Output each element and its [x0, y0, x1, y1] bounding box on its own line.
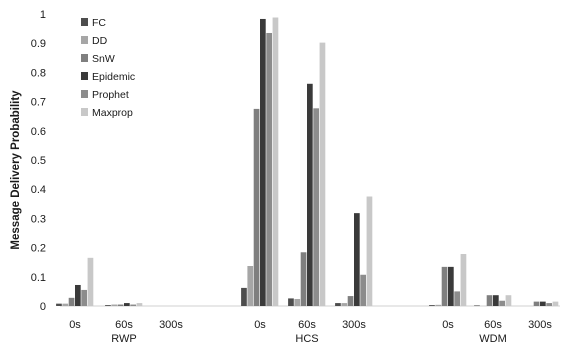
- bar-fc: [105, 305, 111, 306]
- bar-snw: [533, 301, 540, 306]
- legend-swatch: [81, 54, 88, 62]
- legend-swatch: [81, 108, 88, 116]
- bar-epidemic: [354, 213, 360, 306]
- bar-epidemic: [307, 83, 313, 306]
- y-tick-label: 0.3: [31, 213, 46, 225]
- bar-dd: [247, 266, 254, 306]
- y-tick-label: 0.6: [31, 126, 46, 138]
- legend-label: FC: [92, 17, 106, 29]
- bar-maxprop: [136, 303, 143, 306]
- legend-label: SnW: [92, 53, 115, 65]
- legend-label: Prophet: [92, 89, 129, 101]
- bar-dd: [111, 304, 118, 306]
- bar-prophet: [546, 303, 552, 306]
- y-tick-label: 0.5: [31, 155, 46, 167]
- group-label: HCS: [295, 333, 318, 345]
- group-label: RWP: [111, 333, 136, 345]
- legend: FC DD SnW Epidemic Prophet Maxprop: [81, 17, 135, 119]
- legend-swatch: [81, 72, 88, 80]
- x-tick-label: 60s: [298, 319, 316, 331]
- bar-prophet: [454, 291, 460, 306]
- x-tick-label: 0s: [254, 319, 266, 331]
- bar-snw: [253, 108, 260, 307]
- y-axis-label: Message Delivery Probability: [10, 90, 22, 250]
- y-tick-label: 0.4: [31, 184, 46, 196]
- bar-snw: [441, 266, 448, 306]
- legend-label: DD: [92, 35, 108, 47]
- bar-maxprop: [319, 42, 326, 307]
- y-tick-label: 1: [40, 9, 46, 21]
- bar-epidemic: [540, 301, 546, 306]
- legend-label: Maxprop: [92, 107, 133, 119]
- bar-fc: [429, 305, 435, 306]
- bar-snw: [347, 296, 354, 306]
- bar-epidemic: [124, 303, 130, 306]
- bar-dd: [62, 303, 69, 306]
- x-tick-label: 300s: [159, 319, 183, 331]
- bar-maxprop: [87, 257, 94, 306]
- x-tick-label: 300s: [342, 319, 366, 331]
- x-tick-label: 60s: [115, 319, 133, 331]
- y-tick-label: 0: [40, 301, 46, 313]
- bar-snw: [486, 295, 493, 306]
- y-tick-label: 0.2: [31, 243, 46, 255]
- bar-prophet: [499, 300, 505, 306]
- x-axis-ticks: 0s 60s 300s 0s 60s 300s 0s 60s 300s RWP HCS WDM: [69, 319, 552, 345]
- bar-fc: [56, 303, 62, 306]
- bar-dd: [294, 298, 301, 306]
- bar-epidemic: [448, 266, 454, 306]
- bar-prophet: [360, 274, 366, 306]
- y-tick-label: 0.1: [31, 272, 46, 284]
- x-tick-label: 300s: [528, 319, 552, 331]
- y-tick-label: 0.8: [31, 67, 46, 79]
- x-tick-label: 0s: [69, 319, 81, 331]
- bar-maxprop: [272, 17, 279, 306]
- legend-swatch: [81, 36, 88, 44]
- bars: [56, 17, 559, 307]
- bar-dd: [341, 303, 348, 306]
- bar-prophet: [313, 108, 319, 306]
- bar-epidemic: [75, 284, 81, 306]
- bar-maxprop: [505, 295, 512, 306]
- bar-maxprop: [552, 301, 559, 306]
- legend-swatch: [81, 18, 88, 26]
- bar-fc: [288, 298, 294, 306]
- bar-snw: [68, 297, 75, 306]
- bar-prophet: [81, 289, 87, 306]
- group-label: WDM: [479, 333, 507, 345]
- bar-snw: [300, 252, 307, 306]
- bar-fc: [335, 303, 341, 306]
- bar-snw: [117, 304, 124, 306]
- legend-label: Epidemic: [92, 71, 135, 83]
- legend-swatch: [81, 90, 88, 98]
- bar-prophet: [266, 32, 272, 306]
- y-tick-label: 0.7: [31, 97, 46, 109]
- bar-fc: [474, 305, 480, 307]
- bar-dd: [435, 304, 442, 306]
- y-axis-ticks: 0 0.1 0.2 0.3 0.4 0.5 0.6 0.7 0.8 0.9 1: [31, 9, 46, 313]
- x-tick-label: 0s: [442, 319, 454, 331]
- bar-maxprop: [460, 254, 467, 306]
- bar-prophet: [130, 304, 136, 306]
- bar-epidemic: [260, 18, 266, 307]
- bar-fc: [241, 287, 247, 306]
- bar-maxprop: [366, 196, 373, 306]
- x-tick-label: 60s: [484, 319, 502, 331]
- y-tick-label: 0.9: [31, 38, 46, 50]
- bar-epidemic: [493, 295, 499, 306]
